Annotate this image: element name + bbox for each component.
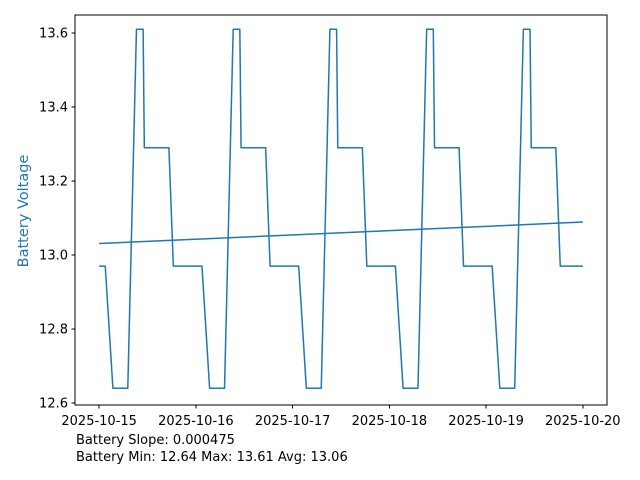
y-tick-label: 13.2	[39, 174, 68, 189]
series-battery-voltage	[99, 28, 583, 389]
y-tick-label: 13.0	[39, 248, 68, 263]
y-tick-label: 13.6	[39, 26, 68, 41]
y-tick-label: 12.8	[39, 322, 68, 337]
y-tick-label: 13.4	[39, 100, 68, 115]
x-tick-label: 2025-10-16	[158, 414, 234, 429]
battery-slope-text: Battery Slope: 0.000475	[76, 433, 235, 448]
stats-annotation: Battery Slope: 0.000475 Battery Min: 12.…	[76, 433, 348, 466]
x-tick-label: 2025-10-17	[255, 414, 331, 429]
y-axis-label: Battery Voltage	[16, 154, 32, 268]
y-tick-label: 12.6	[39, 397, 68, 412]
x-tick-label: 2025-10-20	[545, 414, 621, 429]
x-tick-label: 2025-10-18	[352, 414, 428, 429]
series-trend-line	[99, 221, 583, 245]
x-tick-label: 2025-10-19	[448, 414, 524, 429]
x-tick-label: 2025-10-15	[61, 414, 137, 429]
plot-border	[74, 14, 608, 406]
battery-min-max-avg-text: Battery Min: 12.64 Max: 13.61 Avg: 13.06	[76, 449, 348, 465]
